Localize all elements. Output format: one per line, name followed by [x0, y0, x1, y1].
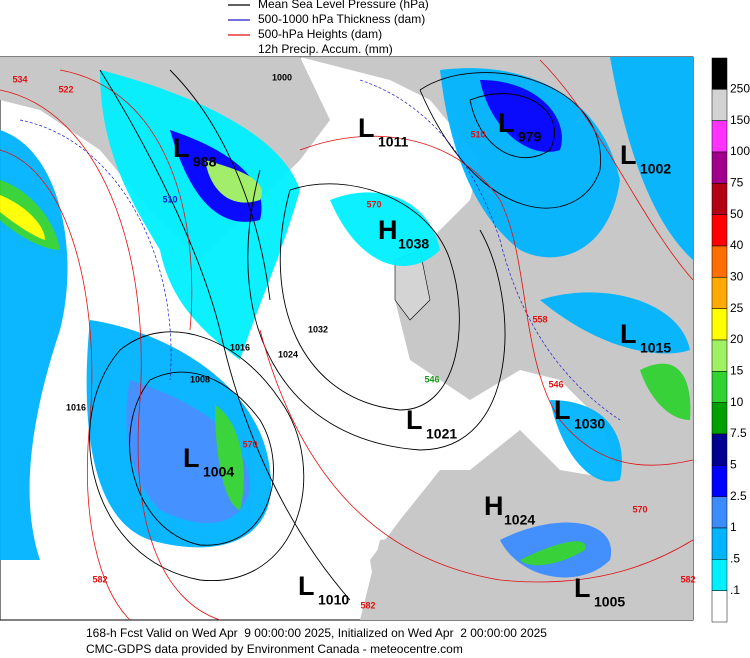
- center-letter: L: [173, 133, 190, 163]
- colorbar-band: [711, 465, 728, 497]
- colorbar-band: [711, 57, 728, 90]
- colorbar-band: [711, 214, 728, 247]
- colorbar-band: [711, 339, 728, 372]
- center-value: 1038: [398, 236, 429, 252]
- center-letter: L: [574, 573, 591, 603]
- center-value: 1015: [640, 340, 671, 356]
- contour-label: 510: [470, 129, 485, 139]
- contour-label: 546: [424, 374, 439, 384]
- colorbar-label: 75: [730, 176, 744, 190]
- colorbar-label: 2.5: [730, 489, 747, 503]
- contour-label: 570: [632, 504, 647, 514]
- map: [0, 56, 694, 621]
- colorbar-band: [711, 183, 728, 215]
- contour-label: 582: [680, 574, 695, 584]
- colorbar-label: 100: [730, 144, 750, 158]
- center-value: 1002: [640, 161, 671, 177]
- height-contours: [0, 59, 694, 621]
- center-letter: L: [298, 571, 315, 601]
- center-value: 1004: [203, 464, 234, 480]
- center-letter: L: [620, 319, 637, 349]
- footer-line: CMC-GDPS data provided by Environment Ca…: [86, 642, 463, 656]
- colorbar-label: 150: [730, 113, 750, 127]
- colorbar-band: [711, 433, 728, 466]
- colorbar-label: 40: [730, 238, 744, 252]
- contour-label: 570: [366, 199, 381, 209]
- colorbar-label: 250: [730, 82, 750, 96]
- colorbar-band: [711, 277, 728, 309]
- center-letter: H: [484, 491, 504, 521]
- precip: [0, 57, 693, 578]
- center-value: 1030: [574, 416, 605, 432]
- center-letter: L: [358, 113, 375, 143]
- legend-label: 500-1000 hPa Thickness (dam): [258, 12, 425, 26]
- colorbar-band: [711, 559, 728, 591]
- colorbar-label: .5: [730, 552, 740, 566]
- colorbar-label: .1: [730, 583, 740, 597]
- colorbar-label: 15: [730, 364, 744, 378]
- legend: Mean Sea Level Pressure (hPa)500-1000 hP…: [228, 0, 429, 56]
- contour-label: 1000: [272, 72, 292, 82]
- colorbar: 250 150 100 75 50 40 30 25 20 15 10 7.5 5 2.5 1 .5 .1: [711, 57, 750, 623]
- colorbar-label: 25: [730, 301, 744, 315]
- contour-label: 1016: [66, 402, 86, 412]
- colorbar-band: [711, 245, 728, 278]
- center-letter: L: [406, 405, 423, 435]
- colorbar-label: 10: [730, 395, 744, 409]
- contour-label: 570: [242, 439, 257, 449]
- colorbar-band: [711, 527, 728, 560]
- center-value: 979: [518, 129, 542, 145]
- center-letter: L: [554, 395, 571, 425]
- colorbar-band: [711, 120, 728, 153]
- colorbar-band: [711, 308, 728, 341]
- center-value: 1021: [426, 426, 457, 442]
- colorbar-band: [711, 371, 728, 403]
- contour-label: 510: [162, 194, 177, 204]
- colorbar-band: [711, 496, 728, 529]
- legend-label: 500-hPa Heights (dam): [258, 27, 382, 41]
- center-letter: L: [620, 140, 637, 170]
- isobars: [89, 69, 601, 601]
- contour-label: 558: [532, 314, 547, 324]
- contour-label: 582: [360, 600, 375, 610]
- contour-label: 1024: [278, 349, 298, 359]
- center-value: 1011: [378, 134, 409, 150]
- footer-line: 168-h Fcst Valid on Wed Apr 9 00:00:00 2…: [86, 626, 547, 640]
- contour-label: 1032: [308, 324, 328, 334]
- contour-label: 1016: [230, 342, 250, 352]
- center-value: 1024: [504, 512, 535, 528]
- center-value: 988: [193, 154, 217, 170]
- colorbar-label: 7.5: [730, 426, 747, 440]
- colorbar-band: [711, 89, 728, 121]
- legend-label: 12h Precip. Accum. (mm): [258, 42, 393, 56]
- colorbar-band: [711, 151, 728, 184]
- contour-label: 546: [548, 379, 563, 389]
- colorbar-label: 30: [730, 270, 744, 284]
- center-letter: L: [183, 443, 200, 473]
- colorbar-band: [711, 590, 728, 623]
- contour-label: 522: [58, 84, 73, 94]
- colorbar-label: 5: [730, 458, 737, 472]
- legend-label: Mean Sea Level Pressure (hPa): [258, 0, 429, 11]
- contour-label: 582: [92, 574, 107, 584]
- center-value: 1010: [318, 592, 349, 608]
- center-value: 1005: [594, 594, 625, 610]
- colorbar-label: 50: [730, 207, 744, 221]
- colorbar-label: 20: [730, 332, 744, 346]
- colorbar-band: [711, 402, 728, 435]
- colorbar-label: 1: [730, 520, 737, 534]
- center-letter: H: [378, 215, 398, 245]
- contour-label: 534: [12, 74, 27, 84]
- center-letter: L: [498, 108, 515, 138]
- contour-label: 1008: [190, 374, 210, 384]
- thickness-contours: [19, 79, 621, 421]
